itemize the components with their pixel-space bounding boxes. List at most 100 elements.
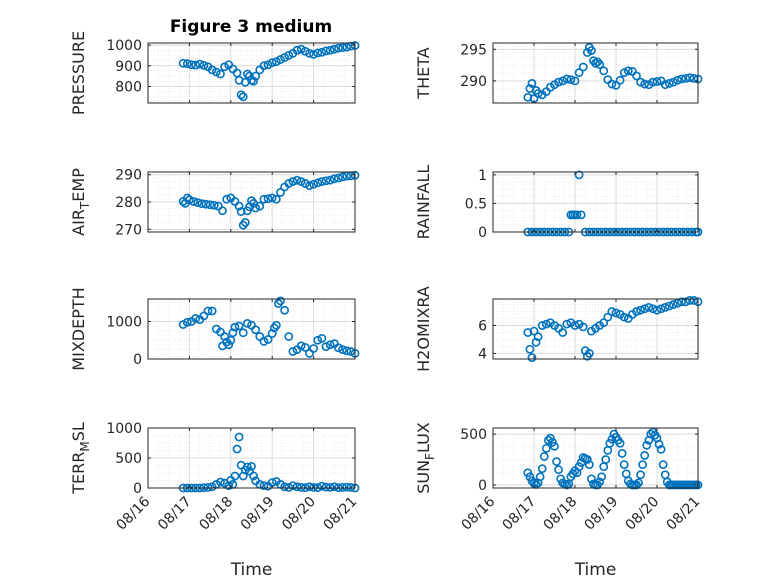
data-point	[578, 322, 588, 332]
y-axis-label: MIXDEPTH	[69, 287, 88, 370]
y-axis-label-main: TERR	[69, 452, 88, 495]
data-point	[558, 76, 568, 86]
y-tick-label: 1000	[106, 421, 142, 437]
data-point	[267, 193, 277, 203]
data-point	[205, 200, 215, 210]
y-axis-label: AIRTEMP	[69, 168, 92, 236]
data-point	[552, 457, 561, 466]
data-point	[619, 68, 629, 78]
data-point	[259, 481, 269, 490]
data-point	[216, 69, 225, 79]
data-point	[595, 477, 604, 487]
y-tick-label: 1000	[106, 315, 142, 331]
data-point	[584, 349, 594, 358]
data-point	[537, 321, 547, 330]
data-point	[203, 482, 213, 492]
data-point	[611, 308, 621, 318]
data-point	[207, 306, 217, 316]
data-point	[255, 201, 265, 211]
data-point	[599, 66, 609, 76]
y-axis-label-rest: EMP	[69, 168, 88, 202]
data-point	[558, 328, 568, 337]
data-point	[523, 328, 533, 337]
y-axis-label: PRESSURE	[69, 31, 88, 115]
data-point	[284, 51, 294, 60]
y-axis-label-subscript: F	[423, 453, 437, 460]
data-point	[195, 59, 205, 69]
data-point	[321, 482, 331, 492]
y-tick-label: 6	[478, 319, 487, 335]
data-series	[178, 170, 360, 230]
data-point	[267, 58, 277, 68]
data-point	[632, 480, 641, 490]
y-axis-label-main: THETA	[414, 47, 433, 99]
data-point	[673, 298, 682, 308]
data-point	[599, 318, 609, 328]
data-point	[334, 343, 343, 353]
data-point	[603, 312, 613, 322]
data-point	[284, 482, 294, 492]
data-point	[193, 198, 203, 207]
subplot-5: 0 1000 MIXDEPTH	[69, 287, 360, 371]
y-axis-label-rest: SL	[69, 422, 88, 441]
data-point	[570, 321, 580, 330]
data-point	[685, 73, 695, 83]
data-point	[677, 297, 686, 307]
data-point	[220, 62, 229, 72]
data-point	[329, 174, 339, 184]
data-point	[189, 197, 198, 206]
data-point	[636, 470, 645, 480]
data-point	[249, 76, 258, 86]
data-point	[280, 482, 290, 492]
data-point	[317, 481, 327, 491]
subplot-4: 0 0.5 1 RAINFALL	[414, 165, 703, 241]
data-point	[267, 329, 277, 338]
subplot-2: 290 295 THETA	[414, 42, 703, 104]
data-point	[673, 75, 682, 85]
data-point	[562, 319, 572, 329]
data-point	[259, 336, 269, 346]
data-point	[271, 194, 281, 204]
data-point	[632, 71, 641, 81]
y-tick-label: 295	[460, 42, 487, 58]
data-point	[615, 75, 625, 85]
data-point	[669, 77, 678, 87]
data-point	[587, 46, 596, 55]
data-point	[652, 305, 662, 315]
data-point	[218, 206, 227, 216]
data-point	[197, 199, 207, 209]
x-axis-label: Time	[230, 560, 273, 580]
data-point	[276, 188, 285, 197]
data-point	[220, 332, 229, 341]
data-point	[309, 49, 318, 59]
data-point	[527, 353, 537, 363]
y-axis-label-main: H2OMIXRA	[414, 286, 433, 372]
data-point	[251, 203, 261, 213]
y-axis-label-subscript: T	[78, 201, 92, 210]
y-axis-label-main: SUN	[414, 460, 433, 494]
data-series	[523, 295, 703, 363]
data-point	[234, 432, 244, 442]
data-point	[284, 332, 294, 341]
data-point	[582, 48, 592, 57]
data-series	[178, 296, 360, 358]
data-series	[178, 41, 360, 102]
data-point	[664, 79, 674, 88]
y-tick-label: 0	[133, 481, 142, 497]
data-point	[249, 471, 258, 481]
data-point	[238, 92, 248, 102]
data-point	[226, 335, 236, 345]
y-tick-label: 0	[478, 478, 487, 494]
data-point	[211, 67, 221, 77]
data-point	[288, 177, 298, 186]
data-point	[342, 42, 352, 52]
data-point	[300, 46, 310, 56]
data-point	[669, 300, 678, 309]
y-axis-label: THETA	[414, 47, 433, 99]
data-point	[182, 193, 192, 203]
data-point	[619, 312, 629, 322]
data-point	[334, 173, 343, 183]
y-axis-label-rest: LUX	[414, 422, 433, 453]
data-point	[652, 77, 662, 86]
